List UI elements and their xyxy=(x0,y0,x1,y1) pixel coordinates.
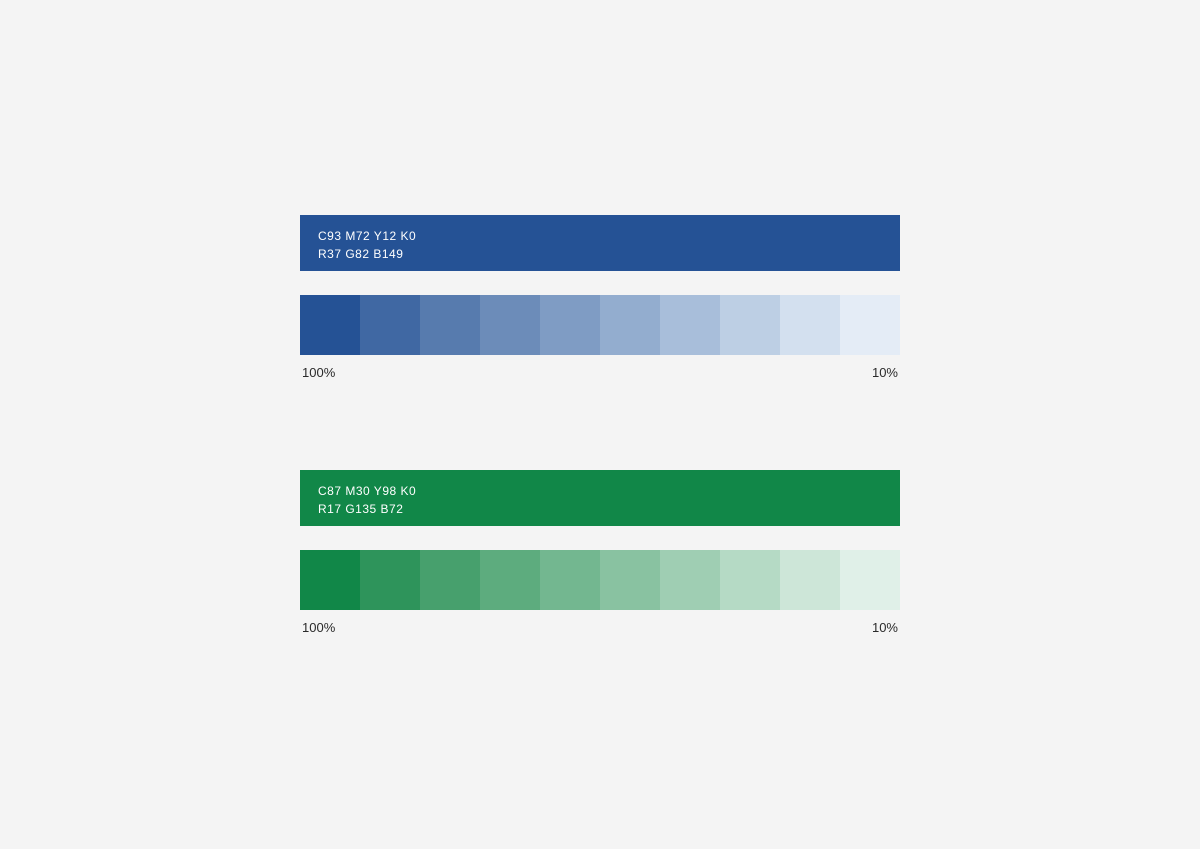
swatch xyxy=(360,550,420,610)
tint-label-right: 10% xyxy=(872,365,898,380)
swatch xyxy=(360,295,420,355)
palette-section-blue: C93 M72 Y12 K0 R37 G82 B149 100% 10% xyxy=(300,215,900,380)
swatch xyxy=(600,295,660,355)
swatch xyxy=(480,295,540,355)
swatch xyxy=(720,295,780,355)
swatch xyxy=(840,295,900,355)
swatch xyxy=(480,550,540,610)
swatch xyxy=(840,550,900,610)
tint-label-left: 100% xyxy=(302,365,335,380)
swatch xyxy=(420,550,480,610)
cmyk-label: C93 M72 Y12 K0 xyxy=(318,227,882,245)
rgb-label: R17 G135 B72 xyxy=(318,500,882,518)
swatch xyxy=(660,550,720,610)
rgb-label: R37 G82 B149 xyxy=(318,245,882,263)
swatch xyxy=(780,295,840,355)
swatch-row-blue xyxy=(300,295,900,355)
swatch xyxy=(420,295,480,355)
swatch xyxy=(780,550,840,610)
palette-container: C93 M72 Y12 K0 R37 G82 B149 100% 10% C87… xyxy=(300,215,900,635)
swatch xyxy=(720,550,780,610)
swatch xyxy=(300,295,360,355)
tint-label-row: 100% 10% xyxy=(300,355,900,380)
swatch xyxy=(540,295,600,355)
swatch xyxy=(300,550,360,610)
tint-label-row: 100% 10% xyxy=(300,610,900,635)
color-header-green: C87 M30 Y98 K0 R17 G135 B72 xyxy=(300,470,900,526)
color-header-blue: C93 M72 Y12 K0 R37 G82 B149 xyxy=(300,215,900,271)
cmyk-label: C87 M30 Y98 K0 xyxy=(318,482,882,500)
tint-label-left: 100% xyxy=(302,620,335,635)
palette-section-green: C87 M30 Y98 K0 R17 G135 B72 100% 10% xyxy=(300,470,900,635)
tint-label-right: 10% xyxy=(872,620,898,635)
swatch xyxy=(600,550,660,610)
swatch xyxy=(660,295,720,355)
swatch xyxy=(540,550,600,610)
swatch-row-green xyxy=(300,550,900,610)
